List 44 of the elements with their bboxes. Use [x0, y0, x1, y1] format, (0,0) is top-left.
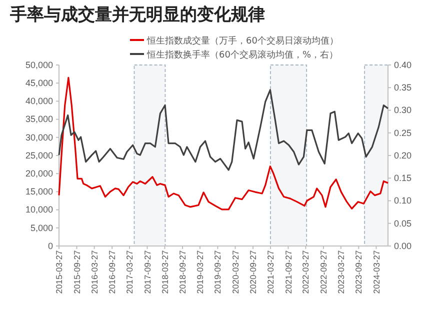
x-tick-label: 2018-09-27 — [178, 250, 188, 294]
x-tick-label: 2024-03-27 — [371, 250, 382, 294]
y2-tick-label: 0.25 — [394, 128, 412, 138]
chart-title: 手率与成交量并无明显的变化规律 — [9, 5, 265, 25]
x-tick-label: 2021-09-27 — [283, 250, 294, 294]
x-tick-label: 2017-09-27 — [142, 250, 152, 294]
x-tick-label: 2016-09-27 — [107, 250, 118, 294]
y-tick-label: 10,000 — [25, 204, 53, 215]
y-tick-label: 0 — [48, 240, 53, 251]
x-tick-label: 2015-09-27 — [72, 250, 82, 294]
x-tick-label: 2020-09-27 — [248, 250, 258, 294]
legend-label: 恒生指数换手率（60个交易滚动均值，%，右） — [146, 50, 338, 60]
y2-tick-label: 0.00 — [394, 240, 412, 251]
x-tick-label: 2020-03-27 — [230, 250, 240, 294]
line-series — [58, 76, 389, 210]
x-tick-label: 2015-03-27 — [54, 250, 64, 294]
x-tick-label: 2022-09-27 — [318, 250, 328, 294]
x-tick-label: 2019-03-27 — [194, 250, 205, 294]
y-tick-label: 50,000 — [25, 60, 53, 70]
y2-tick-label: 0.30 — [394, 105, 412, 116]
line-series — [58, 89, 389, 171]
y2-tick-label: 0.40 — [394, 60, 412, 70]
x-tick-label: 2023-03-27 — [336, 250, 346, 294]
x-tick-label: 2019-09-27 — [212, 250, 223, 294]
y-tick-label: 45,000 — [25, 78, 53, 88]
y-tick-label: 35,000 — [25, 114, 53, 124]
x-tick-label: 2022-03-27 — [300, 250, 311, 294]
y2-tick-label: 0.05 — [394, 218, 412, 228]
y-tick-label: 5,000 — [30, 222, 53, 233]
x-tick-label: 2017-03-27 — [124, 250, 135, 294]
x-tick-label: 2018-03-27 — [160, 250, 170, 294]
y2-tick-label: 0.20 — [394, 150, 412, 160]
y-tick-label: 20,000 — [25, 168, 53, 178]
y2-tick-label: 0.10 — [394, 196, 412, 206]
y2-tick-label: 0.35 — [394, 82, 412, 93]
legend-label: 恒生指数成交量（万手，60个交易日滚动均值） — [146, 36, 338, 46]
y-tick-label: 40,000 — [25, 96, 53, 106]
x-tick-label: 2021-03-27 — [266, 250, 276, 294]
x-tick-label: 2023-09-27 — [354, 250, 364, 294]
y-tick-label: 15,000 — [25, 186, 53, 197]
y-tick-label: 30,000 — [25, 132, 53, 142]
y-tick-label: 25,000 — [25, 150, 53, 160]
y2-tick-label: 0.15 — [394, 173, 412, 184]
x-tick-label: 2016-03-27 — [89, 250, 100, 294]
